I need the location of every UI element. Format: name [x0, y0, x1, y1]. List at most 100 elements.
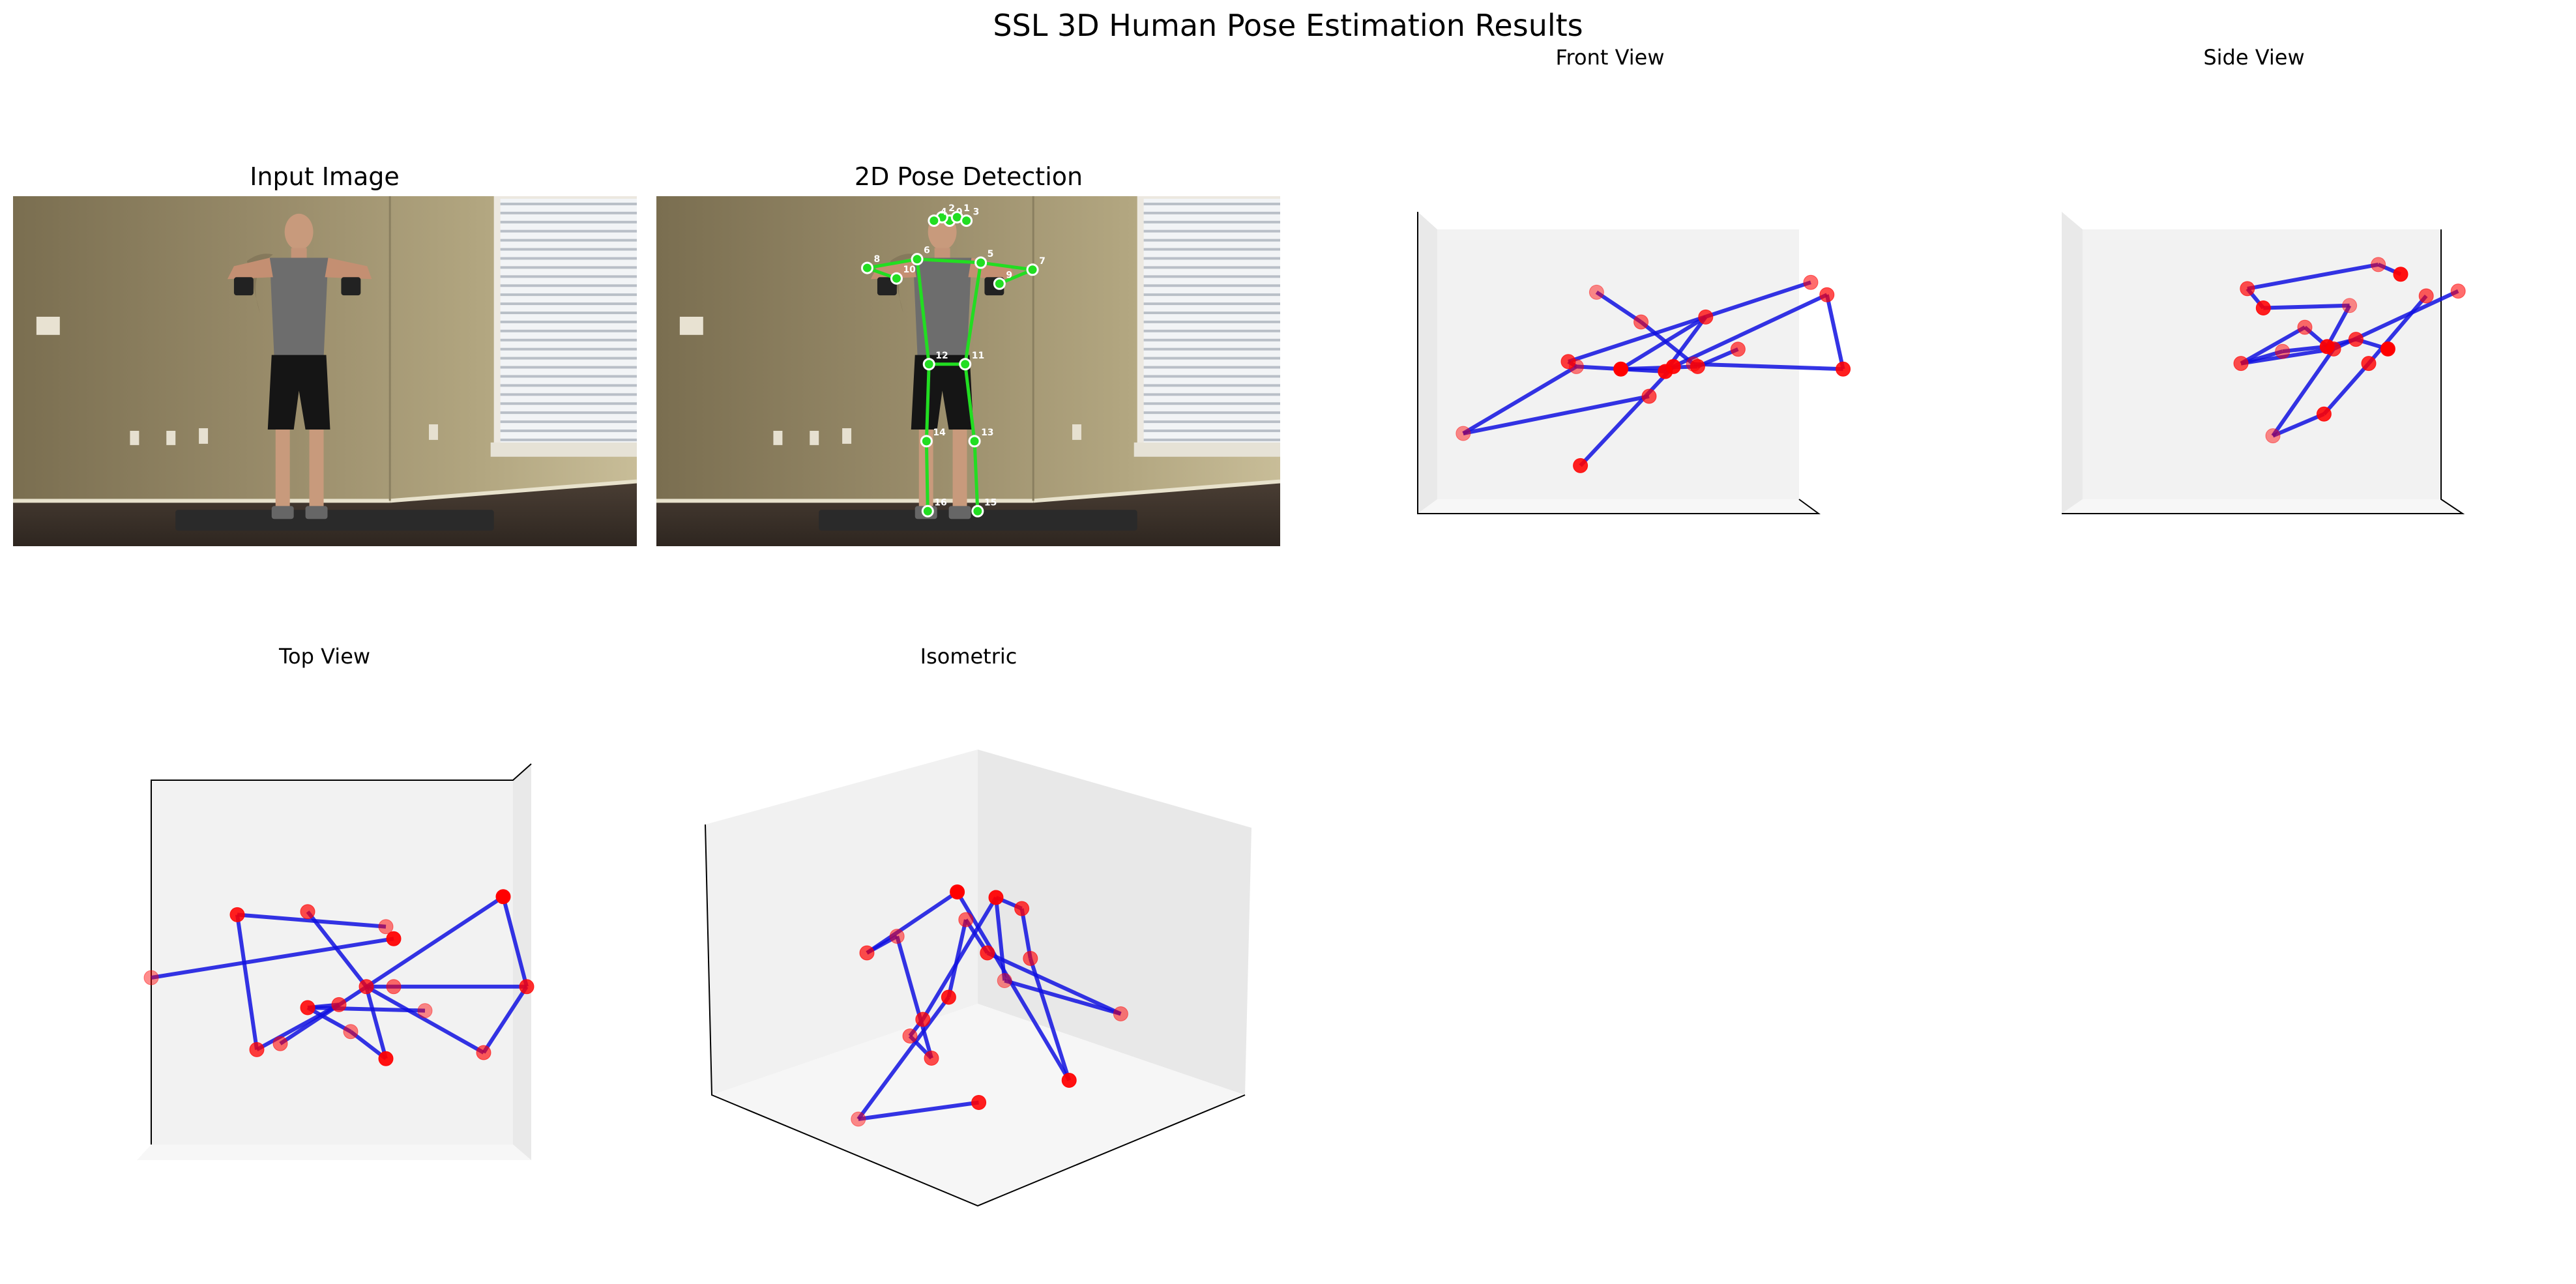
keypoint-2d [911, 253, 924, 266]
bone-3d [956, 890, 1071, 1082]
axis-line [705, 824, 1246, 1207]
bone-3d [1639, 320, 1695, 366]
panel-title: Input Image [250, 162, 399, 191]
top-view-skeleton [143, 889, 534, 1066]
joint-point [859, 945, 875, 961]
bone-2d [963, 262, 983, 365]
joint-point [1686, 357, 1701, 372]
joint-point [519, 979, 534, 995]
axis-line [1417, 212, 1821, 514]
joint-point [378, 1051, 394, 1066]
floor-pane [137, 1145, 531, 1160]
floor-pane [1418, 499, 1819, 514]
panel-2d-pose: 2D Pose Detection 0123456789101112131415… [656, 162, 1280, 546]
joint-point [359, 979, 374, 995]
joint-point [988, 890, 1004, 905]
joint-point [1730, 342, 1746, 357]
bone-3d [1579, 365, 1675, 467]
joint-point [2233, 356, 2249, 372]
keypoint-label: 11 [972, 351, 984, 361]
keypoint-label: 10 [903, 265, 916, 275]
joint-point [476, 1045, 491, 1060]
keypoint-2d [968, 435, 981, 448]
keypoint-label: 3 [973, 207, 980, 218]
figure-title: SSL 3D Human Pose Estimation Results [993, 8, 1583, 43]
side-pane [2062, 212, 2083, 514]
joint-point [417, 1003, 433, 1019]
keypoint-label: 14 [933, 428, 946, 438]
bone-3d [1595, 290, 1643, 324]
floor-pane [2062, 499, 2463, 514]
bone-3d [856, 996, 950, 1120]
joint-point [343, 1024, 359, 1040]
panel-title: 2D Pose Detection [855, 162, 1083, 191]
keypoint-label: 7 [1039, 256, 1046, 267]
joint-point [1573, 458, 1588, 473]
joint-point [971, 1095, 987, 1110]
bone-3d [2271, 347, 2335, 437]
joint-point [950, 884, 965, 899]
joint-point [1698, 309, 1714, 325]
bone-3d [1463, 394, 1650, 435]
joint-point [386, 979, 402, 995]
panel-front-view: Front View [1417, 45, 1851, 514]
joint-point [980, 945, 995, 961]
input-photo [13, 196, 637, 546]
joint-point [997, 973, 1012, 988]
bone-2d [915, 259, 931, 365]
joint-point [272, 1036, 288, 1051]
joint-point [2265, 428, 2281, 444]
joint-point [889, 929, 905, 944]
bone-3d [2325, 304, 2352, 348]
keypoint-2d [921, 504, 934, 518]
joint-point [2380, 341, 2395, 357]
joint-point [1613, 361, 1629, 377]
bone-3d [237, 912, 387, 929]
pose-photo [656, 196, 1280, 546]
bone-3d [1004, 978, 1122, 1016]
bone-3d [482, 985, 529, 1054]
keypoint-2d [922, 358, 935, 371]
panel-title: Top View [278, 644, 370, 669]
keypoint-label: 13 [981, 428, 993, 438]
joint-point [1456, 426, 1471, 441]
keypoint-label: 6 [924, 246, 930, 256]
bone-2d [924, 441, 929, 512]
pose-2d-overlay: 012345678910111213141516 [860, 203, 1046, 518]
keypoint-label: 5 [988, 249, 994, 259]
panel-title: Side View [2203, 45, 2304, 70]
bone-3d [2240, 325, 2306, 366]
panel-title: Front View [1555, 45, 1664, 70]
joint-point [2371, 257, 2386, 272]
keypoint-2d [959, 358, 972, 371]
front-view-skeleton [1456, 274, 1851, 473]
keypoint-label: 9 [1006, 270, 1012, 280]
bone-3d [501, 896, 529, 987]
bone-3d [986, 951, 1122, 1016]
joint-point [2316, 406, 2332, 422]
bone-3d [2247, 262, 2379, 291]
bone-3d [235, 914, 259, 1050]
keypoint-label: 15 [984, 497, 997, 508]
joint-point [2297, 319, 2313, 335]
isometric-skeleton [851, 884, 1128, 1127]
bone-2d [924, 364, 931, 441]
panel-side-view: Side View [2062, 45, 2466, 514]
joint-point [851, 1111, 866, 1127]
left-pane [705, 750, 978, 1095]
joint-point [1061, 1073, 1077, 1088]
joint-point [378, 919, 394, 935]
joint-point [941, 989, 956, 1005]
joint-point [1014, 901, 1030, 916]
joint-point [331, 997, 347, 1012]
bone-2d [973, 441, 980, 512]
joint-point [924, 1051, 939, 1066]
bone-3d [1462, 364, 1577, 435]
keypoint-2d [920, 435, 933, 448]
bone-3d [1824, 294, 1845, 370]
joint-point [2275, 343, 2291, 359]
joint-point [300, 904, 315, 920]
joint-point [1588, 284, 1604, 300]
joint-point [915, 1012, 931, 1027]
